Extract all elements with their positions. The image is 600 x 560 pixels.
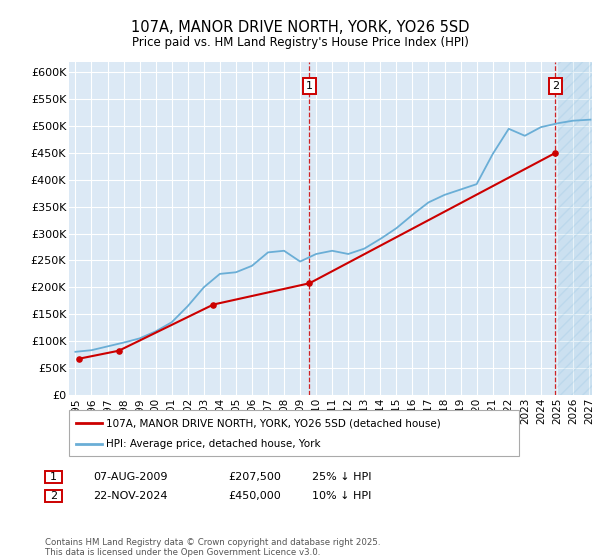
- Text: Price paid vs. HM Land Registry's House Price Index (HPI): Price paid vs. HM Land Registry's House …: [131, 36, 469, 49]
- Text: HPI: Average price, detached house, York: HPI: Average price, detached house, York: [106, 438, 321, 449]
- Text: £450,000: £450,000: [228, 491, 281, 501]
- Text: 25% ↓ HPI: 25% ↓ HPI: [312, 472, 371, 482]
- Text: 107A, MANOR DRIVE NORTH, YORK, YO26 5SD: 107A, MANOR DRIVE NORTH, YORK, YO26 5SD: [131, 20, 469, 35]
- Text: 2: 2: [552, 81, 559, 91]
- Text: 10% ↓ HPI: 10% ↓ HPI: [312, 491, 371, 501]
- Point: [114, 346, 124, 355]
- Text: 107A, MANOR DRIVE NORTH, YORK, YO26 5SD (detached house): 107A, MANOR DRIVE NORTH, YORK, YO26 5SD …: [106, 418, 441, 428]
- Point: [550, 148, 560, 157]
- Text: 1: 1: [50, 472, 57, 482]
- Text: 1: 1: [306, 81, 313, 91]
- Text: £207,500: £207,500: [228, 472, 281, 482]
- Text: 2: 2: [50, 491, 57, 501]
- Point: [74, 354, 83, 363]
- Text: Contains HM Land Registry data © Crown copyright and database right 2025.
This d: Contains HM Land Registry data © Crown c…: [45, 538, 380, 557]
- Text: 07-AUG-2009: 07-AUG-2009: [93, 472, 167, 482]
- Text: 22-NOV-2024: 22-NOV-2024: [93, 491, 167, 501]
- Point: [305, 279, 314, 288]
- Point: [209, 300, 218, 309]
- Bar: [557, 62, 592, 395]
